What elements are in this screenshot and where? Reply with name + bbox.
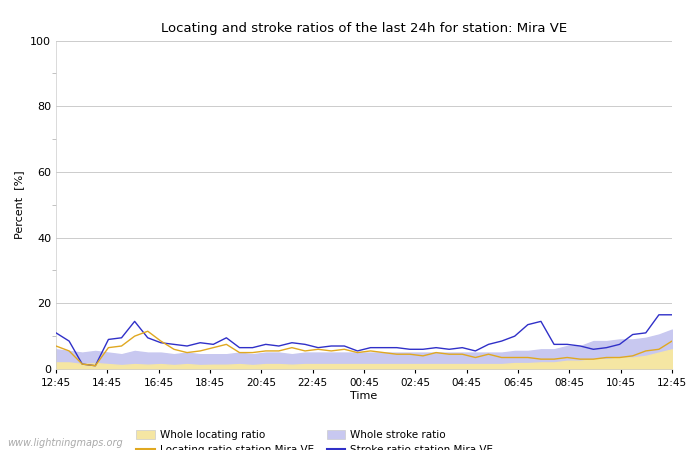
Y-axis label: Percent  [%]: Percent [%] (15, 171, 24, 239)
Legend: Whole locating ratio, Locating ratio station Mira VE, Whole stroke ratio, Stroke: Whole locating ratio, Locating ratio sta… (136, 430, 493, 450)
X-axis label: Time: Time (351, 391, 377, 401)
Title: Locating and stroke ratios of the last 24h for station: Mira VE: Locating and stroke ratios of the last 2… (161, 22, 567, 35)
Text: www.lightningmaps.org: www.lightningmaps.org (7, 438, 122, 448)
